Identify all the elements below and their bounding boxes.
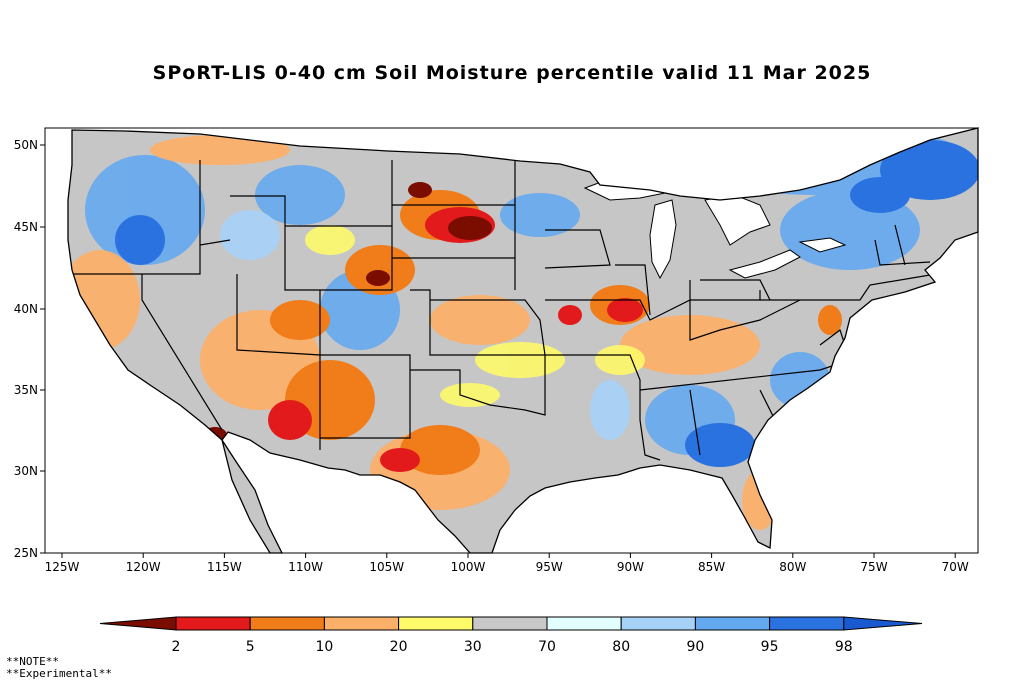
colorbar-segment xyxy=(769,616,845,631)
lon-label: 85W xyxy=(698,560,725,574)
lon-label: 125W xyxy=(45,560,80,574)
lon-label: 120W xyxy=(126,560,161,574)
colorbar: 2 5 10 20 30 70 80 90 95 98 xyxy=(99,616,923,655)
colorbar-label: 5 xyxy=(246,639,255,655)
lon-label: 115W xyxy=(207,560,242,574)
lon-label: 70W xyxy=(942,560,969,574)
lat-label: 50N xyxy=(14,138,38,152)
colorbar-segment xyxy=(249,616,325,631)
colorbar-label: 90 xyxy=(686,639,704,655)
lat-label: 25N xyxy=(14,546,38,560)
colorbar-segment xyxy=(398,616,474,631)
colorbar-max-arrow xyxy=(843,616,923,631)
colorbar-segment xyxy=(694,616,771,631)
lat-label: 35N xyxy=(14,383,38,397)
lat-label: 45N xyxy=(14,220,38,234)
lat-label: 30N xyxy=(14,464,38,478)
longitude-axis: 125W 120W 115W 110W 105W 100W 95W 90W 85W 80W 75W 7… xyxy=(45,553,969,574)
latitude-axis: 50N 45N 40N 35N 30N 25N xyxy=(14,138,45,560)
colorbar-label: 70 xyxy=(538,639,556,655)
map-title: SPoRT-LIS 0-40 cm Soil Moisture percenti… xyxy=(152,62,872,84)
colorbar-label: 2 xyxy=(172,639,181,655)
note-line-1: **NOTE** xyxy=(6,655,59,668)
lon-label: 80W xyxy=(779,560,806,574)
lat-label: 40N xyxy=(14,302,38,316)
colorbar-label: 95 xyxy=(761,639,779,655)
colorbar-segment xyxy=(175,616,251,631)
colorbar-segment xyxy=(546,616,622,631)
lon-label: 105W xyxy=(369,560,404,574)
lon-label: 90W xyxy=(617,560,644,574)
colorbar-label: 10 xyxy=(315,639,333,655)
colorbar-segment xyxy=(323,616,400,631)
lon-label: 100W xyxy=(451,560,486,574)
note-line-2: **Experimental** xyxy=(6,667,112,680)
lon-label: 75W xyxy=(860,560,887,574)
colorbar-label: 20 xyxy=(390,639,408,655)
colorbar-segment xyxy=(472,616,548,631)
experimental-note: **NOTE** **Experimental** xyxy=(6,656,112,680)
colorbar-label: 98 xyxy=(835,639,853,655)
colorbar-label: 30 xyxy=(464,639,482,655)
colorbar-label: 80 xyxy=(612,639,630,655)
colorbar-min-arrow xyxy=(99,616,177,631)
lon-label: 95W xyxy=(536,560,563,574)
colorbar-segment xyxy=(620,616,696,631)
lon-label: 110W xyxy=(288,560,323,574)
